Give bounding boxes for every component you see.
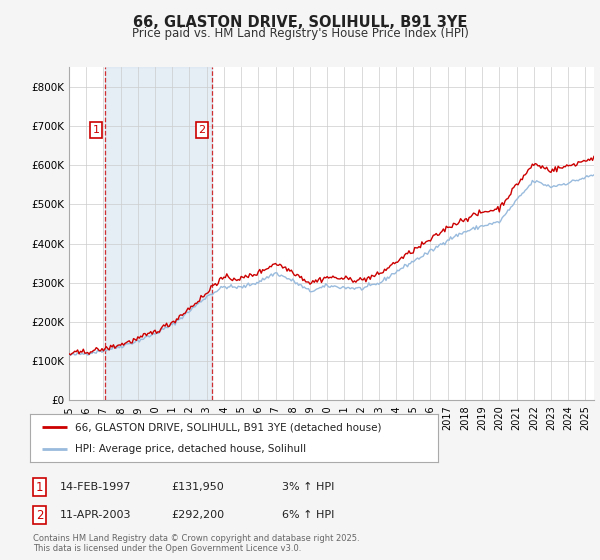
Text: Contains HM Land Registry data © Crown copyright and database right 2025.
This d: Contains HM Land Registry data © Crown c… [33,534,359,553]
Text: 1: 1 [92,125,100,135]
Text: £131,950: £131,950 [171,482,224,492]
Text: 6% ↑ HPI: 6% ↑ HPI [282,510,334,520]
Text: Price paid vs. HM Land Registry's House Price Index (HPI): Price paid vs. HM Land Registry's House … [131,27,469,40]
Text: 14-FEB-1997: 14-FEB-1997 [60,482,131,492]
Text: 2: 2 [36,508,43,522]
Text: 1: 1 [36,480,43,494]
Text: 66, GLASTON DRIVE, SOLIHULL, B91 3YE: 66, GLASTON DRIVE, SOLIHULL, B91 3YE [133,15,467,30]
Text: HPI: Average price, detached house, Solihull: HPI: Average price, detached house, Soli… [75,444,306,454]
Bar [106,67,212,400]
Text: £292,200: £292,200 [171,510,224,520]
Text: 66, GLASTON DRIVE, SOLIHULL, B91 3YE (detached house): 66, GLASTON DRIVE, SOLIHULL, B91 3YE (de… [75,422,382,432]
Text: 3% ↑ HPI: 3% ↑ HPI [282,482,334,492]
Text: 11-APR-2003: 11-APR-2003 [60,510,131,520]
Text: 2: 2 [199,125,206,135]
